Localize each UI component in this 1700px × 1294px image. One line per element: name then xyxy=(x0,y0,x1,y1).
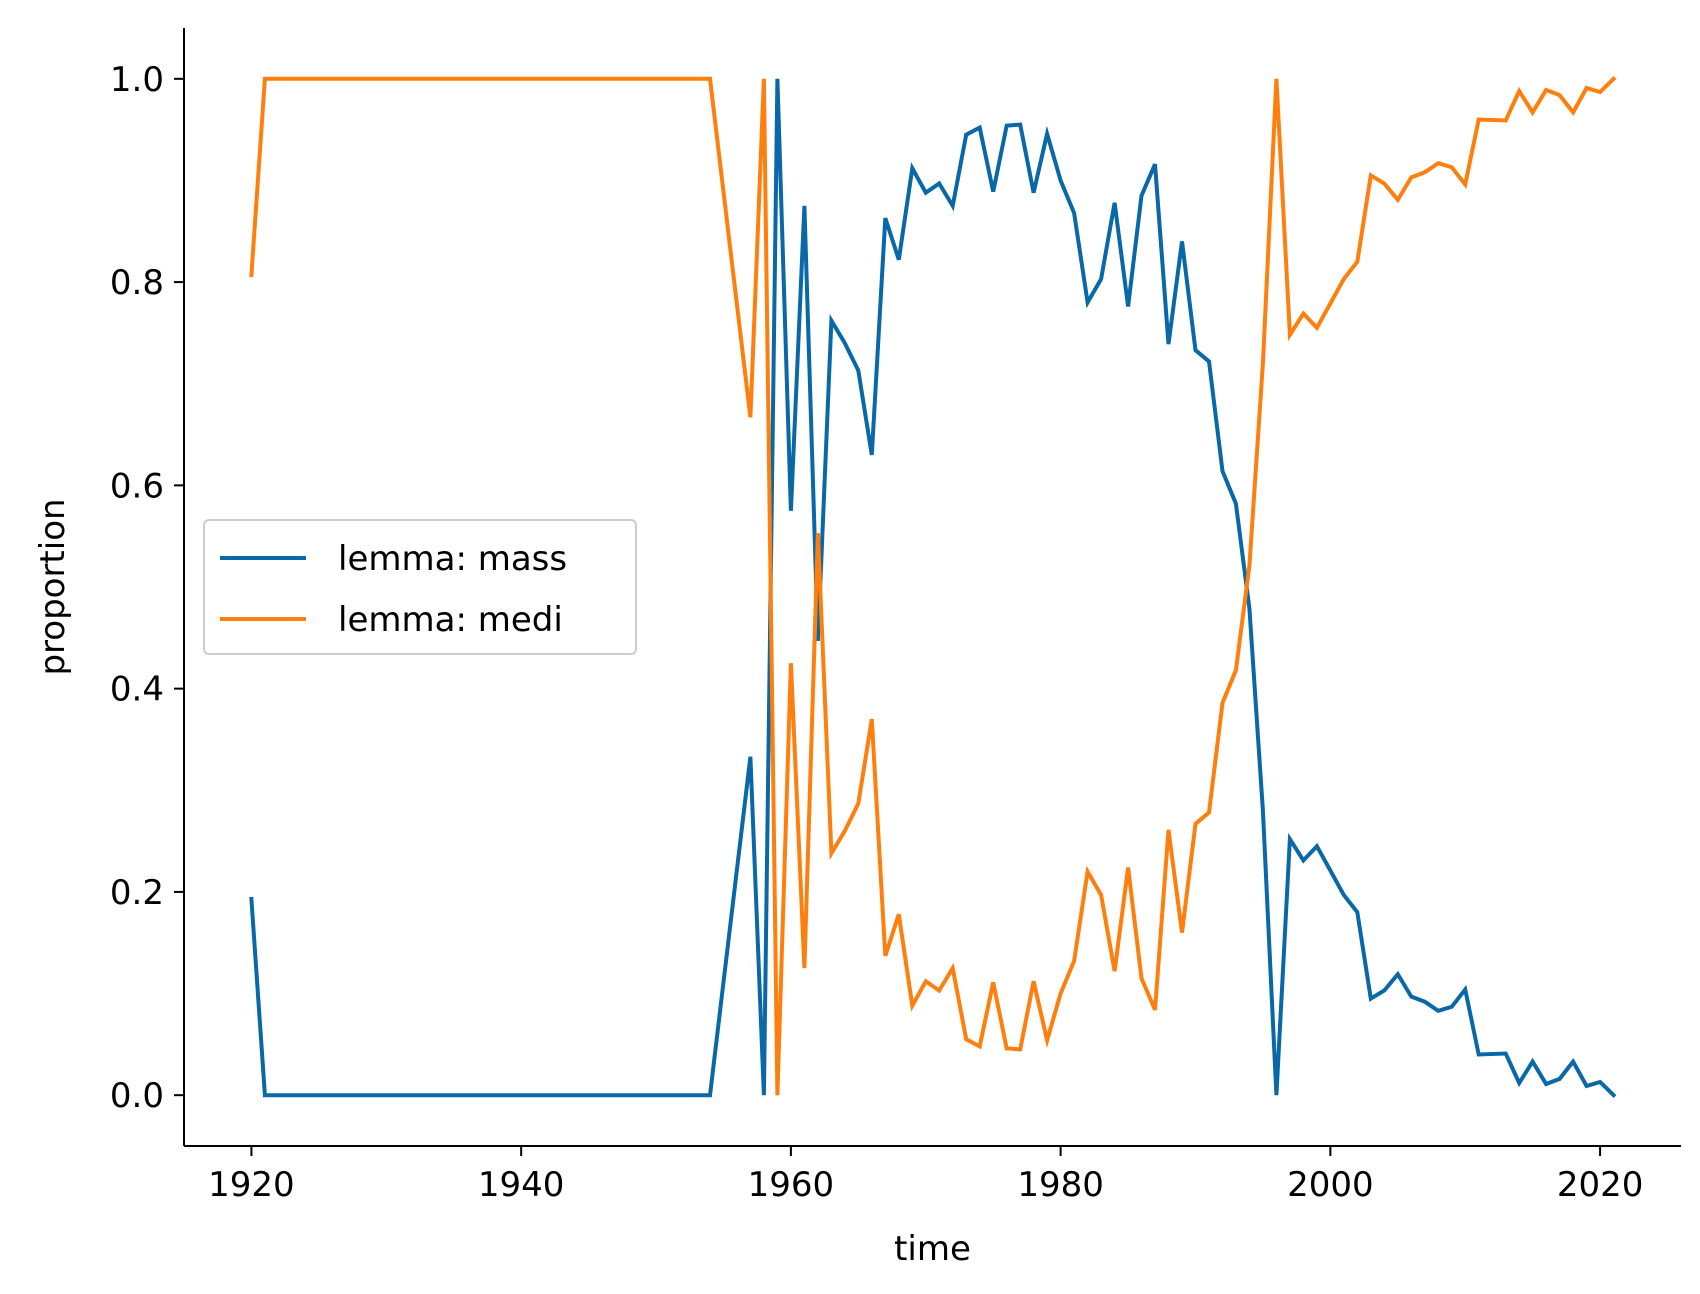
x-ticks: 1920 1940 1960 1980 2000 2020 xyxy=(208,1146,1643,1205)
series-line-1 xyxy=(249,78,1617,1099)
y-tick-label: 0.2 xyxy=(110,873,164,913)
x-tick-label: 1980 xyxy=(1017,1165,1104,1205)
x-tick-label: 1940 xyxy=(478,1165,565,1205)
axes xyxy=(183,28,1681,1147)
y-tick-label: 0.8 xyxy=(110,263,164,303)
y-tick-label: 0.4 xyxy=(110,670,164,710)
legend-label-2: lemma: medi xyxy=(338,600,563,640)
x-tick-label: 1960 xyxy=(748,1165,835,1205)
legend-label-1: lemma: mass xyxy=(338,539,567,579)
y-tick-label: 1.0 xyxy=(110,60,164,100)
x-tick-label: 2020 xyxy=(1557,1165,1644,1205)
x-tick-label: 2000 xyxy=(1287,1165,1374,1205)
y-axis-label: proportion xyxy=(33,498,73,675)
y-tick-label: 0.0 xyxy=(110,1076,164,1116)
x-axis-label: time xyxy=(894,1229,971,1269)
series-layer xyxy=(249,75,1617,1099)
series-line-2 xyxy=(249,75,1617,1096)
y-tick-label: 0.6 xyxy=(110,466,164,506)
x-tick-label: 1920 xyxy=(208,1165,295,1205)
y-ticks: 0.0 0.2 0.4 0.6 0.8 1.0 xyxy=(110,60,184,1116)
legend: lemma: mass lemma: medi xyxy=(203,519,637,655)
legend-box xyxy=(203,519,637,655)
